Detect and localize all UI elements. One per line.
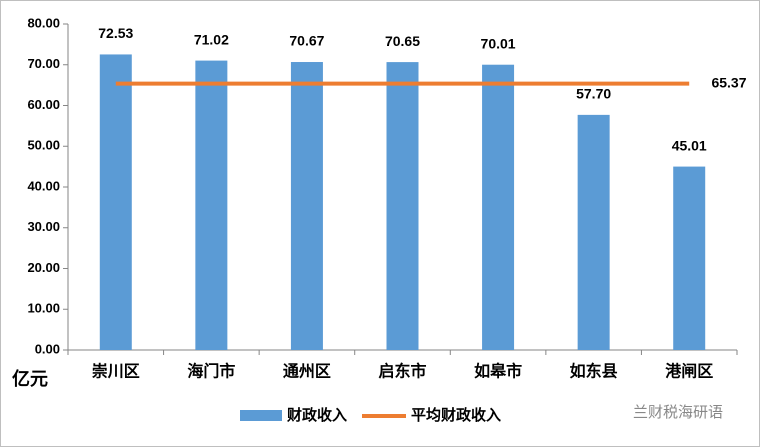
bar bbox=[195, 60, 228, 350]
value-label: 72.53 bbox=[98, 25, 133, 41]
value-label: 70.67 bbox=[289, 33, 324, 49]
value-label: 45.01 bbox=[672, 137, 707, 153]
y-tick-label: 80.00 bbox=[27, 15, 60, 30]
bar bbox=[577, 114, 610, 350]
y-tick-label: 30.00 bbox=[27, 219, 60, 234]
y-tick-label: 50.00 bbox=[27, 138, 60, 153]
value-label: 57.70 bbox=[576, 86, 611, 102]
x-tick-label: 港闸区 bbox=[665, 362, 713, 381]
x-tick-label: 如皋市 bbox=[474, 362, 522, 381]
bar bbox=[99, 54, 132, 351]
value-label: 70.65 bbox=[385, 33, 420, 49]
y-tick-label: 0.00 bbox=[35, 341, 60, 356]
average-label: 65.37 bbox=[711, 74, 746, 90]
bar bbox=[290, 62, 323, 351]
x-tick-label: 崇川区 bbox=[92, 362, 140, 381]
value-label: 71.02 bbox=[194, 31, 229, 47]
y-tick-label: 70.00 bbox=[27, 56, 60, 71]
legend-swatch bbox=[240, 410, 282, 421]
legend-label: 财政收入 bbox=[287, 406, 347, 424]
bar bbox=[673, 166, 706, 350]
y-tick-label: 20.00 bbox=[27, 260, 60, 275]
x-tick-label: 通州区 bbox=[283, 362, 331, 381]
x-tick-label: 海门市 bbox=[187, 362, 235, 381]
x-tick-label: 如东县 bbox=[570, 362, 618, 381]
legend-label: 平均财政收入 bbox=[411, 406, 501, 424]
bar bbox=[386, 62, 419, 350]
value-label: 70.01 bbox=[481, 35, 516, 51]
x-tick-label: 启东市 bbox=[378, 362, 426, 381]
y-tick-label: 10.00 bbox=[27, 301, 60, 316]
y-tick-label: 40.00 bbox=[27, 178, 60, 193]
watermark: 兰财税海研语 bbox=[633, 404, 723, 421]
y-unit: 亿元 bbox=[12, 368, 48, 390]
bar bbox=[482, 64, 515, 350]
y-tick-label: 60.00 bbox=[27, 97, 60, 112]
